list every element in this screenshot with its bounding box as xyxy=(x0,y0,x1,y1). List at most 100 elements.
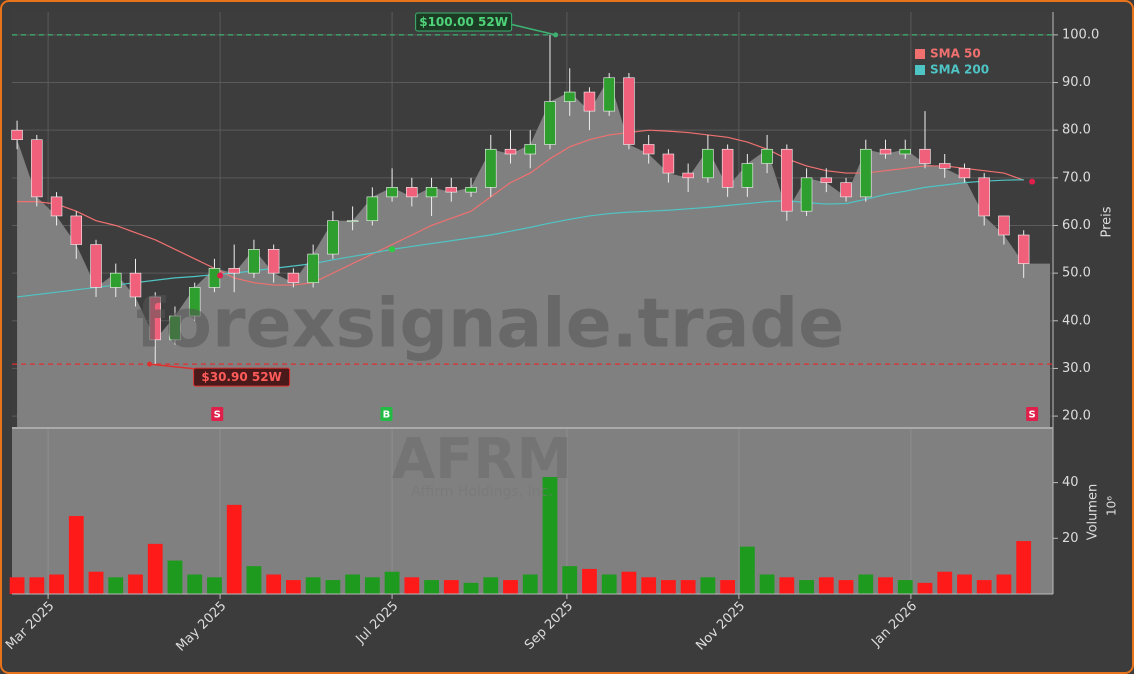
volume-bar xyxy=(641,577,657,594)
candle-body xyxy=(623,77,635,145)
volume-bar xyxy=(226,504,242,594)
candle-body xyxy=(465,187,477,193)
candle-body xyxy=(485,148,497,188)
legend-swatch xyxy=(915,65,925,75)
candle-body xyxy=(110,272,122,288)
volume-bar xyxy=(897,580,913,594)
y-tick-label: 40.0 xyxy=(1062,313,1091,328)
candle-body xyxy=(504,148,517,155)
sma-line xyxy=(17,129,1024,286)
volume-bar xyxy=(542,477,558,594)
candle-body xyxy=(425,187,438,198)
volume-bar xyxy=(503,580,518,594)
candle-body xyxy=(228,268,240,274)
volume-bar xyxy=(799,580,814,594)
watermark: Affirm Holdings, Inc. xyxy=(411,484,553,500)
volume-bar xyxy=(443,580,459,594)
volume-bar xyxy=(483,577,499,594)
y-tick-label: 60.0 xyxy=(1062,218,1091,233)
annotation-arrow xyxy=(505,22,556,36)
y-tick-label: 20 xyxy=(1062,531,1079,546)
candle-body xyxy=(583,91,596,112)
volume-bar xyxy=(364,577,380,594)
volume-bar xyxy=(700,577,716,594)
cross-marker xyxy=(217,272,224,279)
watermark: forexsignale.trade xyxy=(136,285,845,364)
candle-body xyxy=(524,144,536,155)
volume-bar xyxy=(522,574,538,594)
legend-label: SMA 200 xyxy=(930,63,989,77)
volume-bar xyxy=(661,580,676,594)
volume-bar xyxy=(779,577,795,594)
candle-body xyxy=(958,167,971,179)
volume-bar xyxy=(325,580,341,594)
volume-bar xyxy=(976,580,992,594)
signal-label: S xyxy=(1029,410,1036,421)
candle-body xyxy=(90,244,102,288)
y-tick-label: 40 xyxy=(1062,475,1079,490)
volume-bar xyxy=(818,577,834,594)
candle-body xyxy=(70,215,83,245)
candle-body xyxy=(287,272,300,283)
annotation-box xyxy=(415,12,513,32)
candle-body xyxy=(840,182,852,198)
y-tick-label: 70.0 xyxy=(1062,170,1091,185)
candle-body xyxy=(386,187,398,198)
volume-bar xyxy=(424,580,439,594)
cross-marker xyxy=(389,246,396,253)
volume-bar xyxy=(246,566,262,594)
candle-body xyxy=(366,196,379,222)
candle-body xyxy=(879,148,892,155)
volume-bar xyxy=(68,516,84,594)
annotation-box xyxy=(193,367,291,387)
volume-panel xyxy=(12,428,1053,594)
volume-bar xyxy=(957,574,972,594)
candle-body xyxy=(682,172,694,179)
candle-body xyxy=(563,91,576,102)
candle-body xyxy=(741,163,754,188)
y-tick-label: 80.0 xyxy=(1062,123,1091,138)
volume-bar xyxy=(1016,541,1032,594)
price-area xyxy=(17,77,1050,428)
sma-line xyxy=(17,179,1024,298)
volume-bar xyxy=(996,574,1012,594)
volume-bar xyxy=(917,582,933,594)
y-tick-label: 90.0 xyxy=(1062,75,1091,90)
volume-bar xyxy=(601,574,617,594)
signal-badge xyxy=(1026,407,1039,421)
candle-body xyxy=(702,148,714,179)
volume-bar xyxy=(582,568,597,594)
volume-bar xyxy=(858,574,874,594)
annotation-text: $100.00 52W xyxy=(419,15,508,29)
volume-bar xyxy=(167,560,183,594)
volume-bar xyxy=(128,574,143,594)
signal-badge xyxy=(211,407,224,421)
volume-bar xyxy=(305,577,321,594)
y-tick-label: 30.0 xyxy=(1062,361,1091,376)
signal-label: B xyxy=(383,410,391,421)
volume-bar xyxy=(720,580,736,594)
volume-bar xyxy=(404,577,420,594)
volume-bar xyxy=(463,582,479,594)
candle-body xyxy=(603,77,615,112)
volume-bar xyxy=(266,574,282,594)
volume-bar xyxy=(384,571,400,594)
y-tick-label: 20.0 xyxy=(1062,409,1091,424)
volume-bar xyxy=(345,574,361,594)
annotation-text: $30.90 52W xyxy=(201,370,281,384)
candle-body xyxy=(267,249,280,274)
candle-body xyxy=(544,101,556,145)
y-tick-label: 100.0 xyxy=(1062,27,1099,42)
unit-label: 10⁶ xyxy=(1105,496,1119,516)
candle-body xyxy=(129,272,142,298)
candle-body xyxy=(327,220,339,255)
annotation-point xyxy=(553,32,559,38)
volume-bar xyxy=(88,571,104,594)
candle-body xyxy=(169,315,181,341)
volume-bar xyxy=(147,543,163,594)
volume-bar xyxy=(878,577,893,594)
volume-bar xyxy=(838,580,854,594)
candle-body xyxy=(445,187,458,193)
volume-bar xyxy=(187,574,203,594)
